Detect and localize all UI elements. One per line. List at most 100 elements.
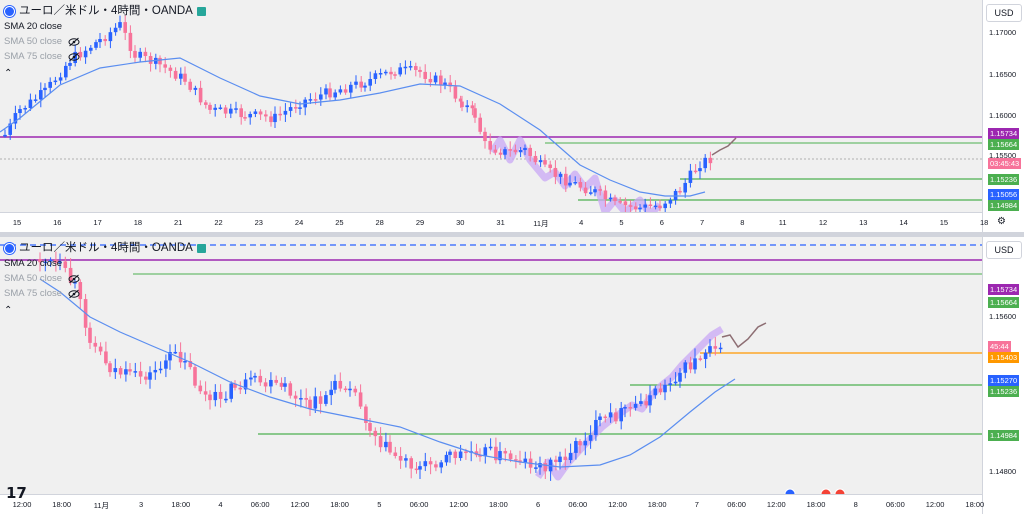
indicator-sma75-top[interactable]: SMA 75 close xyxy=(4,49,206,64)
candle-body xyxy=(478,117,482,132)
time-tick: 13 xyxy=(859,218,868,227)
candle-body xyxy=(498,152,503,155)
time-tick: 29 xyxy=(415,218,425,227)
time-axis-bottom[interactable]: 12:00 18:00 11月 3 18:00 4 06:00 12:00 18:00 5 06:0… xyxy=(0,494,985,514)
indicator-sma20-bottom[interactable]: SMA 20 close xyxy=(4,258,63,269)
candle-body xyxy=(384,441,388,448)
candle-body xyxy=(288,107,293,111)
plot-area-bottom[interactable]: ユーロ／米ドル・4時間・OANDA SMA 20 close SMA 50 cl… xyxy=(0,237,982,494)
candle-body xyxy=(443,82,447,86)
candle-body xyxy=(253,375,257,378)
candle-body xyxy=(644,401,648,406)
time-tick: 28 xyxy=(375,218,384,227)
candlestick-chart-top[interactable] xyxy=(0,0,982,212)
time-tick: 5 xyxy=(619,218,624,227)
price-label-green: 1.15664 xyxy=(988,297,1020,308)
candle-body xyxy=(458,98,463,102)
candle-body xyxy=(58,77,63,81)
time-tick: 8 xyxy=(740,218,745,227)
indicator-sma50-top[interactable]: SMA 50 close xyxy=(4,34,206,49)
chart-pane-top[interactable]: ユーロ／米ドル・4時間・OANDA SMA 20 close SMA 50 cl… xyxy=(0,0,1024,232)
candle-body xyxy=(448,82,452,87)
candle-body xyxy=(223,107,228,114)
candle-body xyxy=(693,170,698,173)
time-tick: 6 xyxy=(536,500,541,509)
candle-body xyxy=(453,451,458,459)
currency-button-top[interactable]: USD xyxy=(986,4,1022,22)
candle-body xyxy=(470,105,475,109)
candle-body xyxy=(193,367,197,386)
candle-body xyxy=(638,207,642,210)
candle-body xyxy=(299,398,303,400)
candle-body xyxy=(283,383,287,387)
candle-body xyxy=(148,56,153,64)
candle-body xyxy=(678,190,682,193)
candle-body xyxy=(363,85,367,88)
time-tick: 25 xyxy=(335,218,344,227)
sma-20-line xyxy=(39,278,736,468)
chart-pane-bottom[interactable]: ユーロ／米ドル・4時間・OANDA SMA 20 close SMA 50 cl… xyxy=(0,237,1024,514)
currency-button-bottom[interactable]: USD xyxy=(986,241,1022,259)
time-tick: 15 xyxy=(12,218,22,227)
indicator-sma75-bottom[interactable]: SMA 75 close xyxy=(4,286,206,301)
time-tick: 18:00 xyxy=(965,500,985,509)
candle-body xyxy=(603,416,608,419)
candle-body xyxy=(179,73,183,79)
time-tick: 31 xyxy=(496,218,505,227)
time-axis-top[interactable]: 15 16 17 18 21 22 23 24 25 28 29 30 31 11月 4 5 6 7 8 11 12 13… xyxy=(0,212,988,232)
eu-flag-icon xyxy=(4,243,15,254)
price-label-green: 1.15664 xyxy=(988,139,1020,150)
tradingview-logo[interactable]: 17 xyxy=(6,484,27,502)
candle-body xyxy=(388,441,392,453)
pane-separator[interactable] xyxy=(0,232,1024,237)
candle-body xyxy=(78,282,83,300)
time-tick: 12:00 xyxy=(925,500,945,509)
candle-body xyxy=(514,459,518,461)
candle-body xyxy=(693,358,697,370)
candle-body xyxy=(118,368,123,375)
candle-body xyxy=(218,391,223,399)
candle-body xyxy=(393,74,397,76)
time-tick: 22 xyxy=(214,218,223,227)
collapse-legend-icon[interactable]: ⌃ xyxy=(4,305,13,316)
time-tick: 30 xyxy=(456,218,465,227)
symbol-title-top[interactable]: ユーロ／米ドル・4時間・OANDA xyxy=(4,4,206,19)
time-tick: 18:00 xyxy=(489,500,508,509)
candle-body xyxy=(408,66,413,68)
candle-body xyxy=(398,455,403,461)
candle-body xyxy=(464,451,468,454)
candle-body xyxy=(263,382,268,387)
candle-body xyxy=(428,461,433,465)
candle-body xyxy=(328,88,332,98)
candle-body xyxy=(518,460,522,463)
time-tick: 12:00 xyxy=(766,500,786,509)
symbol-title-bottom[interactable]: ユーロ／米ドル・4時間・OANDA xyxy=(4,241,206,256)
eye-crossed-icon[interactable] xyxy=(68,289,80,299)
time-tick: 18:00 xyxy=(647,500,667,509)
candle-body xyxy=(193,87,198,90)
candle-body xyxy=(439,462,443,468)
candle-body xyxy=(589,192,593,194)
candle-body xyxy=(403,66,408,69)
candle-body xyxy=(324,395,328,404)
candlestick-chart-bottom[interactable] xyxy=(0,237,982,494)
candle-body xyxy=(238,387,243,390)
eye-crossed-icon[interactable] xyxy=(68,37,80,47)
candle-body xyxy=(338,89,343,93)
candle-body xyxy=(528,147,532,156)
candle-body xyxy=(53,80,58,83)
indicator-sma50-bottom[interactable]: SMA 50 close xyxy=(4,271,206,286)
candle-body xyxy=(294,107,298,109)
candle-body xyxy=(173,351,178,354)
gear-icon[interactable]: ⚙ xyxy=(997,216,1006,227)
candle-body xyxy=(653,388,658,396)
plot-area-top[interactable]: ユーロ／米ドル・4時間・OANDA SMA 20 close SMA 50 cl… xyxy=(0,0,982,212)
indicator-sma20-top[interactable]: SMA 20 close xyxy=(4,21,63,32)
candle-body xyxy=(348,388,352,391)
candle-body xyxy=(183,361,187,363)
candle-body xyxy=(663,203,667,209)
eye-crossed-icon[interactable] xyxy=(68,274,80,284)
eye-crossed-icon[interactable] xyxy=(68,52,80,62)
collapse-legend-icon[interactable]: ⌃ xyxy=(4,68,13,79)
candle-body xyxy=(48,259,53,262)
